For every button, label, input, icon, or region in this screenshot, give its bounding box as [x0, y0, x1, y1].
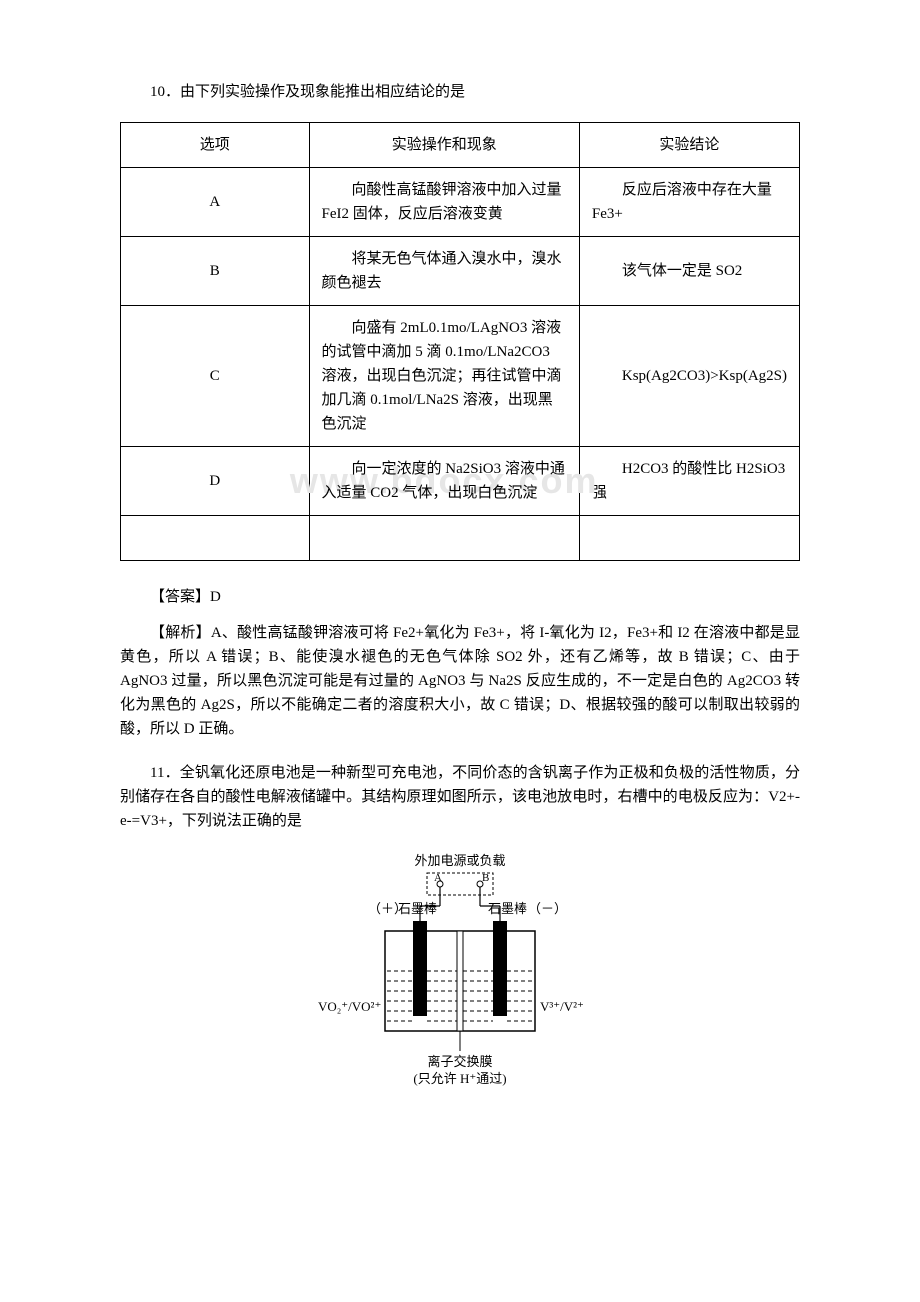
- q10-analysis: 【解析】A、酸性高锰酸钾溶液可将 Fe2+氧化为 Fe3+，将 I-氧化为 I2…: [120, 621, 800, 741]
- empty-cell: [579, 516, 799, 561]
- q10-intro: 10．由下列实验操作及现象能推出相应结论的是: [120, 80, 800, 104]
- neg-label: （－）: [528, 901, 567, 916]
- table-row: D www.bdocx.com 向一定浓度的 Na2SiO3 溶液中通入适量 C…: [121, 447, 800, 516]
- table-row: B 将某无色气体通入溴水中，溴水颜色褪去 该气体一定是 SO2: [121, 237, 800, 306]
- membrane: [457, 931, 463, 1031]
- table-empty-row: [121, 516, 800, 561]
- cell-op-d: www.bdocx.com 向一定浓度的 Na2SiO3 溶液中通入适量 CO2…: [309, 447, 579, 516]
- cell-concl-d: H2CO3 的酸性比 H2SiO3 强: [579, 447, 799, 516]
- table-row: A 向酸性高锰酸钾溶液中加入过量 FeI2 固体，反应后溶液变黄 反应后溶液中存…: [121, 168, 800, 237]
- right-species: V³⁺/V²⁺: [540, 999, 584, 1014]
- membrane-label: 离子交换膜: [427, 1054, 492, 1069]
- table-header-row: 选项 实验操作和现象 实验结论: [121, 123, 800, 168]
- empty-cell: [121, 516, 310, 561]
- graphite-left: 石墨棒: [398, 901, 437, 916]
- q10-table: 选项 实验操作和现象 实验结论 A 向酸性高锰酸钾溶液中加入过量 FeI2 固体…: [120, 122, 800, 561]
- cell-concl-c: Ksp(Ag2CO3)>Ksp(Ag2S): [579, 306, 799, 447]
- header-operation: 实验操作和现象: [309, 123, 579, 168]
- terminal-b-label: B: [482, 872, 489, 884]
- membrane-note: (只允许 H⁺通过): [413, 1071, 506, 1086]
- electrode-left: [413, 921, 427, 1016]
- cell-opt-a: A: [121, 168, 310, 237]
- cell-op-d-text: 向一定浓度的 Na2SiO3 溶液中通入适量 CO2 气体，出现白色沉淀: [322, 457, 567, 505]
- terminal-a-label: A: [434, 872, 442, 884]
- q10-answer: 【答案】D: [120, 585, 800, 609]
- header-conclusion: 实验结论: [579, 123, 799, 168]
- cell-opt-c: C: [121, 306, 310, 447]
- header-option: 选项: [121, 123, 310, 168]
- graphite-right: 石墨棒: [488, 901, 527, 916]
- cell-opt-d: D: [121, 447, 310, 516]
- cell-op-a: 向酸性高锰酸钾溶液中加入过量 FeI2 固体，反应后溶液变黄: [309, 168, 579, 237]
- empty-cell: [309, 516, 579, 561]
- left-species: VO₂⁺/VO²⁺: [318, 999, 381, 1014]
- electrode-right: [493, 921, 507, 1016]
- cell-concl-b: 该气体一定是 SO2: [579, 237, 799, 306]
- cell-concl-a: 反应后溶液中存在大量 Fe3+: [579, 168, 799, 237]
- cell-op-b: 将某无色气体通入溴水中，溴水颜色褪去: [309, 237, 579, 306]
- cell-opt-b: B: [121, 237, 310, 306]
- battery-diagram: 外加电源或负载 A B （＋） 石墨棒 石墨棒 （－）: [310, 851, 610, 1091]
- table-row: C 向盛有 2mL0.1mo/LAgNO3 溶液的试管中滴加 5 滴 0.1mo…: [121, 306, 800, 447]
- q11-text: 11．全钒氧化还原电池是一种新型可充电池，不同价态的含钒离子作为正极和负极的活性…: [120, 761, 800, 833]
- diagram-top-label: 外加电源或负载: [414, 853, 505, 868]
- cell-op-c: 向盛有 2mL0.1mo/LAgNO3 溶液的试管中滴加 5 滴 0.1mo/L…: [309, 306, 579, 447]
